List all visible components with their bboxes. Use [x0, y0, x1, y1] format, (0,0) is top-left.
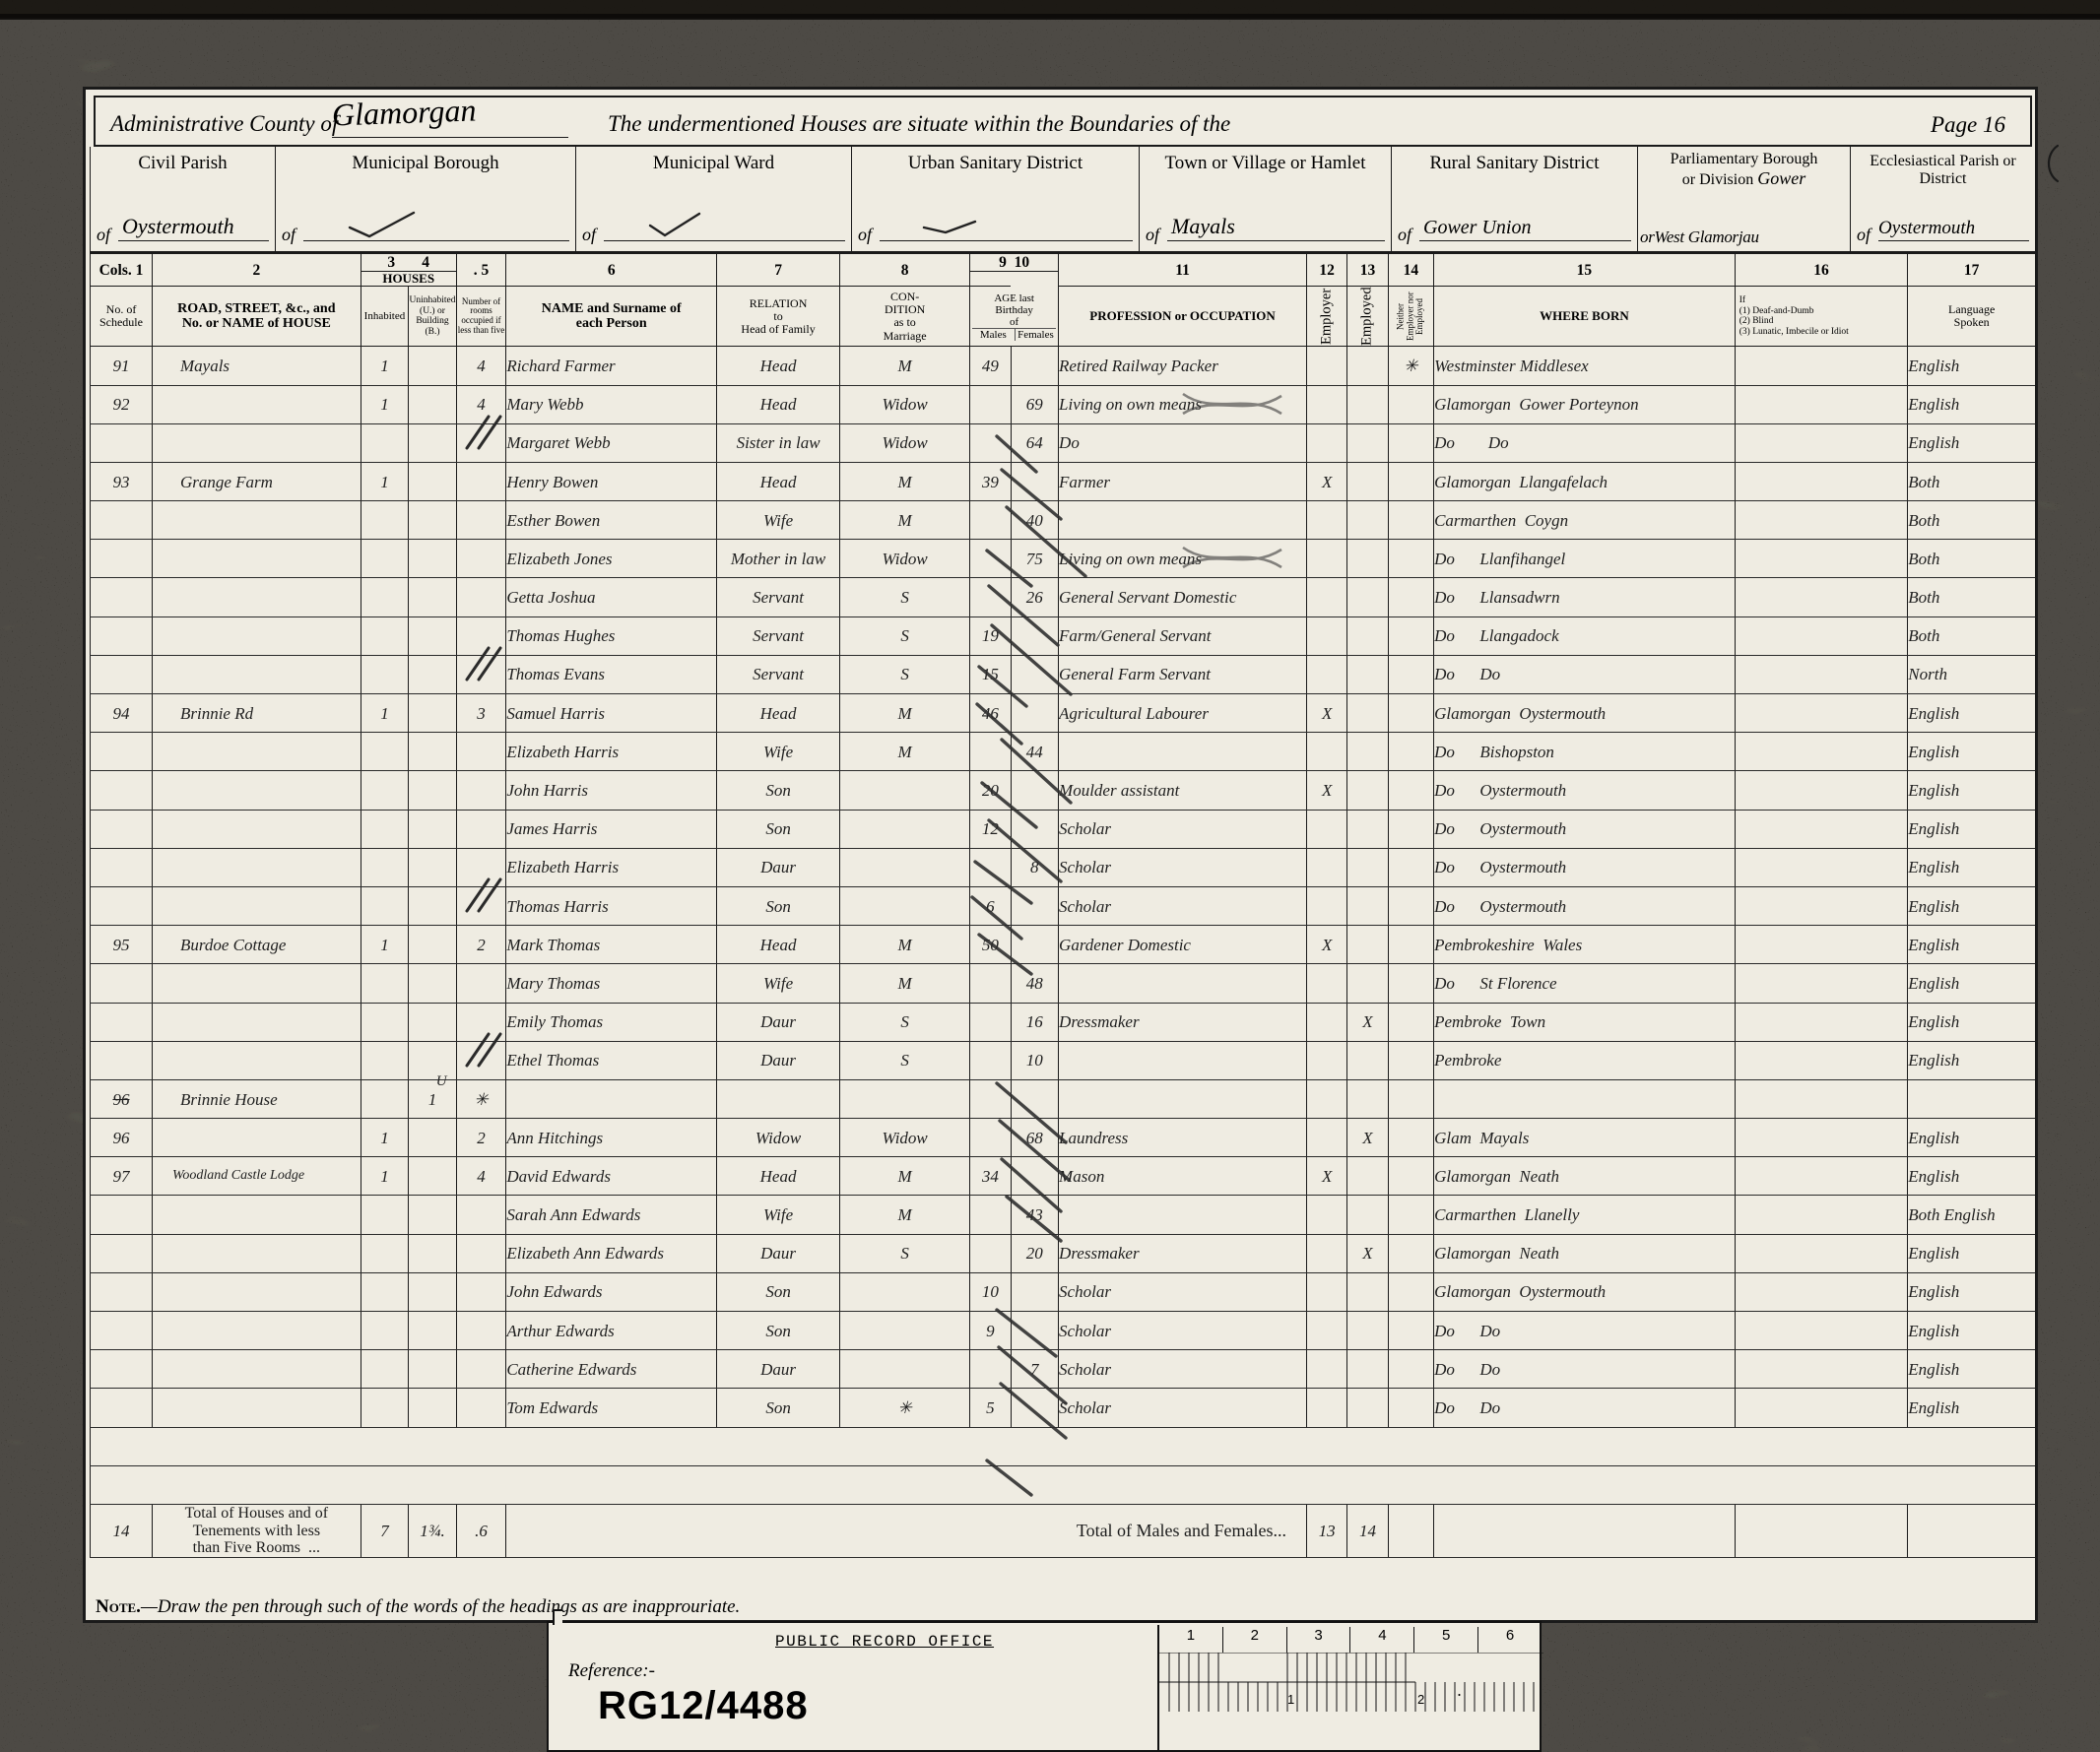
svg-text:2: 2: [1417, 1692, 1424, 1707]
svg-text:.: .: [1457, 1680, 1462, 1700]
svg-text:1: 1: [1287, 1692, 1294, 1707]
